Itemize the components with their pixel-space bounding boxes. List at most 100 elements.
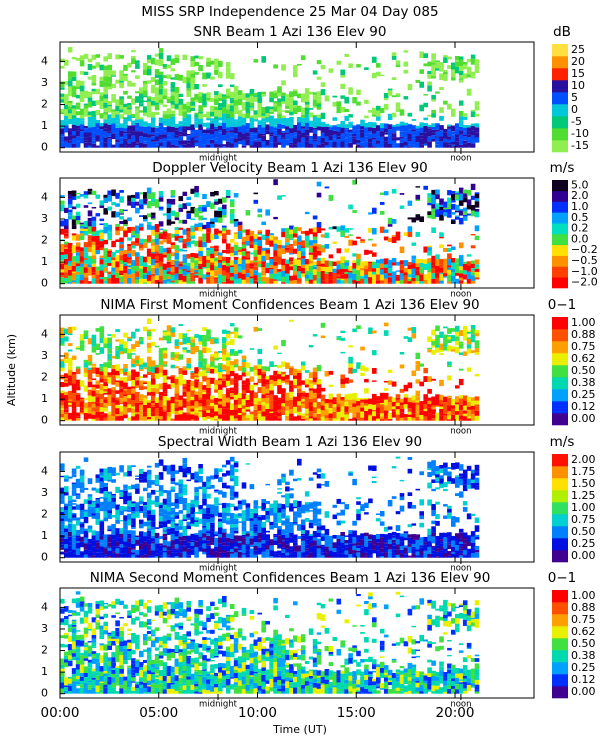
echo-cell — [333, 139, 338, 140]
echo-cell — [234, 519, 239, 524]
echo-cell — [202, 194, 207, 199]
echo-cell — [234, 418, 239, 420]
echo-cell — [467, 74, 472, 77]
echo-cell — [321, 65, 326, 69]
echo-cell — [171, 478, 176, 481]
echo-cell — [115, 520, 120, 524]
echo-cell — [293, 138, 298, 145]
echo-cell — [123, 107, 128, 110]
y-tick-label: 4 — [41, 54, 48, 67]
echo-cell — [139, 544, 144, 550]
echo-cell — [427, 251, 432, 256]
echo-cell — [103, 271, 108, 272]
echo-cell — [175, 503, 180, 508]
echo-cell — [261, 114, 266, 116]
echo-cell — [214, 249, 219, 252]
echo-cell — [171, 510, 176, 515]
echo-cell — [396, 60, 401, 64]
echo-cell — [96, 503, 101, 508]
echo-cell — [202, 538, 207, 540]
echo-cell — [416, 391, 421, 397]
echo-cell — [254, 398, 259, 404]
echo-cell — [447, 245, 452, 247]
echo-cell — [261, 370, 266, 372]
echo-cell — [226, 263, 231, 266]
echo-cell — [72, 356, 77, 360]
echo-cell — [475, 416, 480, 421]
echo-cell — [60, 134, 65, 136]
echo-cell — [155, 93, 160, 97]
echo-cell — [230, 457, 235, 462]
echo-cell — [218, 199, 223, 204]
echo-cell — [475, 269, 480, 272]
echo-cell — [234, 143, 239, 148]
echo-cell — [84, 362, 89, 367]
echo-cell — [226, 266, 231, 272]
echo-cell — [175, 230, 180, 234]
echo-cell — [76, 266, 81, 272]
echo-cell — [329, 371, 334, 375]
echo-cell — [226, 196, 231, 198]
echo-cell — [123, 553, 128, 558]
echo-cell — [135, 488, 140, 494]
echo-cell — [419, 69, 424, 74]
echo-cell — [301, 397, 306, 399]
echo-cell — [194, 388, 199, 390]
echo-cell — [194, 556, 199, 558]
echo-cell — [459, 135, 464, 139]
echo-cell — [210, 98, 215, 102]
unit-label: m/s — [550, 434, 575, 450]
echo-cell — [475, 114, 480, 117]
echo-cell — [76, 369, 81, 375]
echo-cell — [123, 229, 128, 231]
echo-cell — [139, 110, 144, 112]
echo-cell — [198, 65, 203, 71]
echo-cell — [202, 138, 207, 143]
echo-cell — [179, 410, 184, 414]
echo-cell — [163, 230, 168, 232]
colorbar-label: 5 — [571, 91, 578, 104]
echo-cell — [333, 400, 338, 402]
echo-cell — [364, 279, 369, 284]
echo-cell — [451, 349, 456, 352]
echo-cell — [186, 91, 191, 97]
echo-cell — [139, 549, 144, 555]
echo-cell — [76, 466, 81, 469]
echo-cell — [309, 136, 314, 140]
echo-cell — [96, 542, 101, 548]
echo-cell — [475, 374, 480, 376]
echo-cell — [186, 387, 191, 391]
echo-cell — [348, 123, 353, 128]
echo-cell — [285, 270, 290, 274]
echo-cell — [380, 123, 385, 128]
echo-cell — [439, 107, 444, 113]
echo-cell — [384, 191, 389, 195]
echo-cell — [147, 392, 152, 396]
echo-cell — [115, 135, 120, 139]
echo-cell — [396, 124, 401, 127]
echo-cell — [254, 200, 259, 204]
echo-cell — [285, 379, 290, 383]
echo-cell — [226, 518, 231, 521]
echo-cell — [202, 100, 207, 106]
echo-cell — [139, 506, 144, 511]
echo-cell — [194, 224, 199, 227]
echo-cell — [76, 479, 81, 482]
echo-cell — [179, 354, 184, 359]
echo-cell — [186, 555, 191, 557]
echo-cell — [131, 260, 136, 266]
echo-cell — [72, 279, 77, 280]
echo-cell — [459, 71, 464, 75]
echo-cell — [451, 219, 456, 220]
echo-cell — [147, 249, 152, 251]
echo-cell — [60, 143, 65, 148]
echo-cell — [167, 497, 172, 503]
echo-cell — [119, 55, 124, 59]
echo-cell — [143, 488, 148, 492]
echo-cell — [60, 393, 65, 399]
echo-cell — [348, 90, 353, 94]
colorbar-swatch — [552, 180, 568, 191]
echo-cell — [254, 413, 259, 416]
echo-cell — [340, 75, 345, 78]
echo-cell — [467, 331, 472, 332]
